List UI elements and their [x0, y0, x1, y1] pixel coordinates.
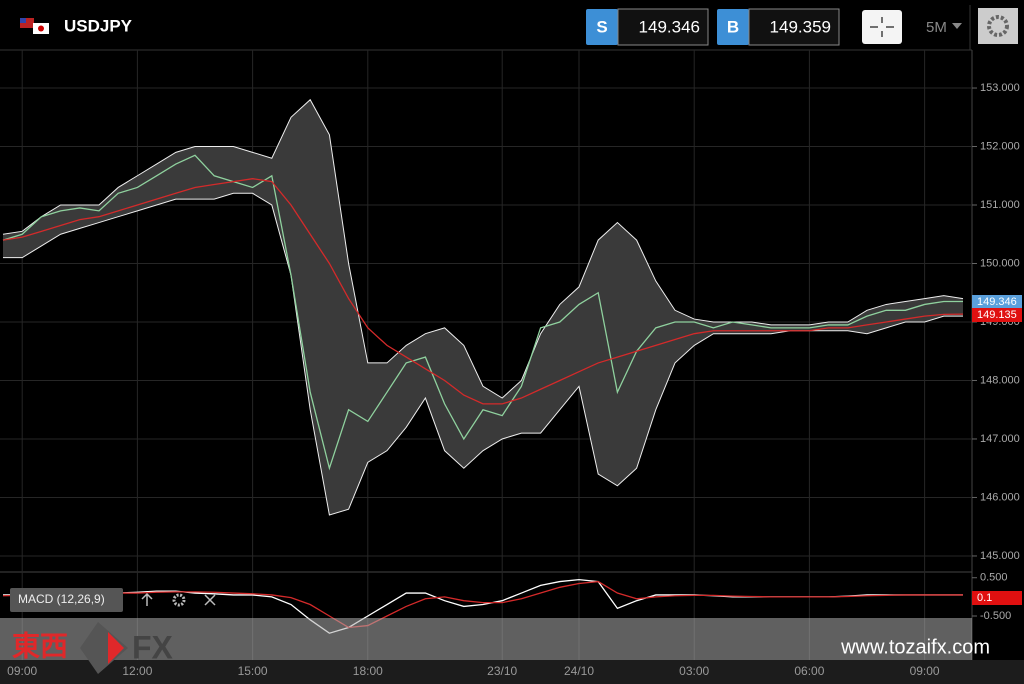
- crosshair-icon: [870, 17, 894, 37]
- price-badge: [972, 295, 1022, 309]
- time-axis-band: [0, 660, 1024, 684]
- flag-us: [20, 18, 34, 28]
- watermark-band: [0, 618, 972, 660]
- buy-label: B: [727, 17, 739, 36]
- x-tick-label: 06:00: [794, 664, 824, 678]
- x-tick-label: 09:00: [910, 664, 940, 678]
- watermark: 東西 FX www.tozaifx.com: [0, 618, 990, 674]
- x-tick-label: 03:00: [679, 664, 709, 678]
- band-fill: [3, 99, 963, 516]
- macd-label-box[interactable]: [10, 588, 123, 612]
- flag-us-canton: [20, 18, 26, 23]
- settings-button[interactable]: [978, 8, 1018, 44]
- price-badge-label: 149.346: [977, 296, 1017, 308]
- y-tick-label: 153.000: [980, 82, 1020, 94]
- sell-button[interactable]: [586, 9, 618, 45]
- series-line: [2, 580, 963, 629]
- x-tick-label: 09:00: [7, 664, 37, 678]
- series-line: [2, 154, 963, 471]
- price-badge: [972, 308, 1022, 322]
- brand-right: FX: [132, 629, 174, 665]
- buy-price: 149.359: [770, 17, 831, 36]
- timeframe[interactable]: 5M: [926, 19, 947, 36]
- series-line: [2, 178, 964, 405]
- y-tick-label: 150.000: [980, 257, 1020, 269]
- brand-logo-accent: [108, 632, 124, 664]
- y-tick-label: 145.000: [980, 550, 1020, 562]
- price-badge-label: 149.135: [977, 309, 1017, 321]
- y-tick-label: 151.000: [980, 199, 1020, 211]
- y-tick-label: -0.500: [980, 610, 1011, 622]
- buy-price-box[interactable]: [748, 8, 840, 46]
- close-icon[interactable]: [204, 594, 216, 606]
- flag-jp-sun: [38, 25, 44, 32]
- settings-icon: [987, 15, 1009, 37]
- header: USDJPY S 149.346 B 149.359 5M: [0, 5, 1018, 51]
- x-tick-label: 15:00: [238, 664, 268, 678]
- sell-price: 149.346: [639, 17, 700, 36]
- timeframe-caret: [952, 23, 962, 29]
- x-tick-label: 18:00: [353, 664, 383, 678]
- y-tick-label: 146.000: [980, 491, 1020, 503]
- plot-layer: 09:00 12:00 15:00 18:00 23/10 24/10 03:00 06:00…: [0, 50, 1022, 678]
- y-tick-label: 148.000: [980, 374, 1020, 386]
- y-tick-label: 147.000: [980, 433, 1020, 445]
- settings-small-icon[interactable]: [172, 593, 186, 607]
- move-up-icon[interactable]: [141, 592, 153, 606]
- macd-label-layer: MACD (12,26,9): [10, 588, 216, 612]
- symbol: USDJPY: [64, 16, 133, 35]
- price-badge: [972, 591, 1022, 605]
- brand-left: 東西: [12, 630, 68, 661]
- buy-button[interactable]: [717, 9, 749, 45]
- price-badge-label: 0.1: [977, 592, 992, 604]
- website-url: www.tozaifx.com: [840, 636, 990, 658]
- band-upper: [2, 98, 964, 399]
- sell-price-box[interactable]: [617, 8, 709, 46]
- x-tick-label: 12:00: [122, 664, 152, 678]
- brand-logo: [80, 622, 128, 674]
- y-tick-label: 152.000: [980, 140, 1020, 152]
- crosshair-button[interactable]: [862, 10, 902, 44]
- sell-label: S: [596, 17, 607, 36]
- macd-label: MACD (12,26,9): [18, 592, 105, 606]
- x-tick-label: 24/10: [564, 664, 594, 678]
- y-tick-label: 0.500: [980, 572, 1008, 584]
- x-tick-label: 23/10: [487, 664, 517, 678]
